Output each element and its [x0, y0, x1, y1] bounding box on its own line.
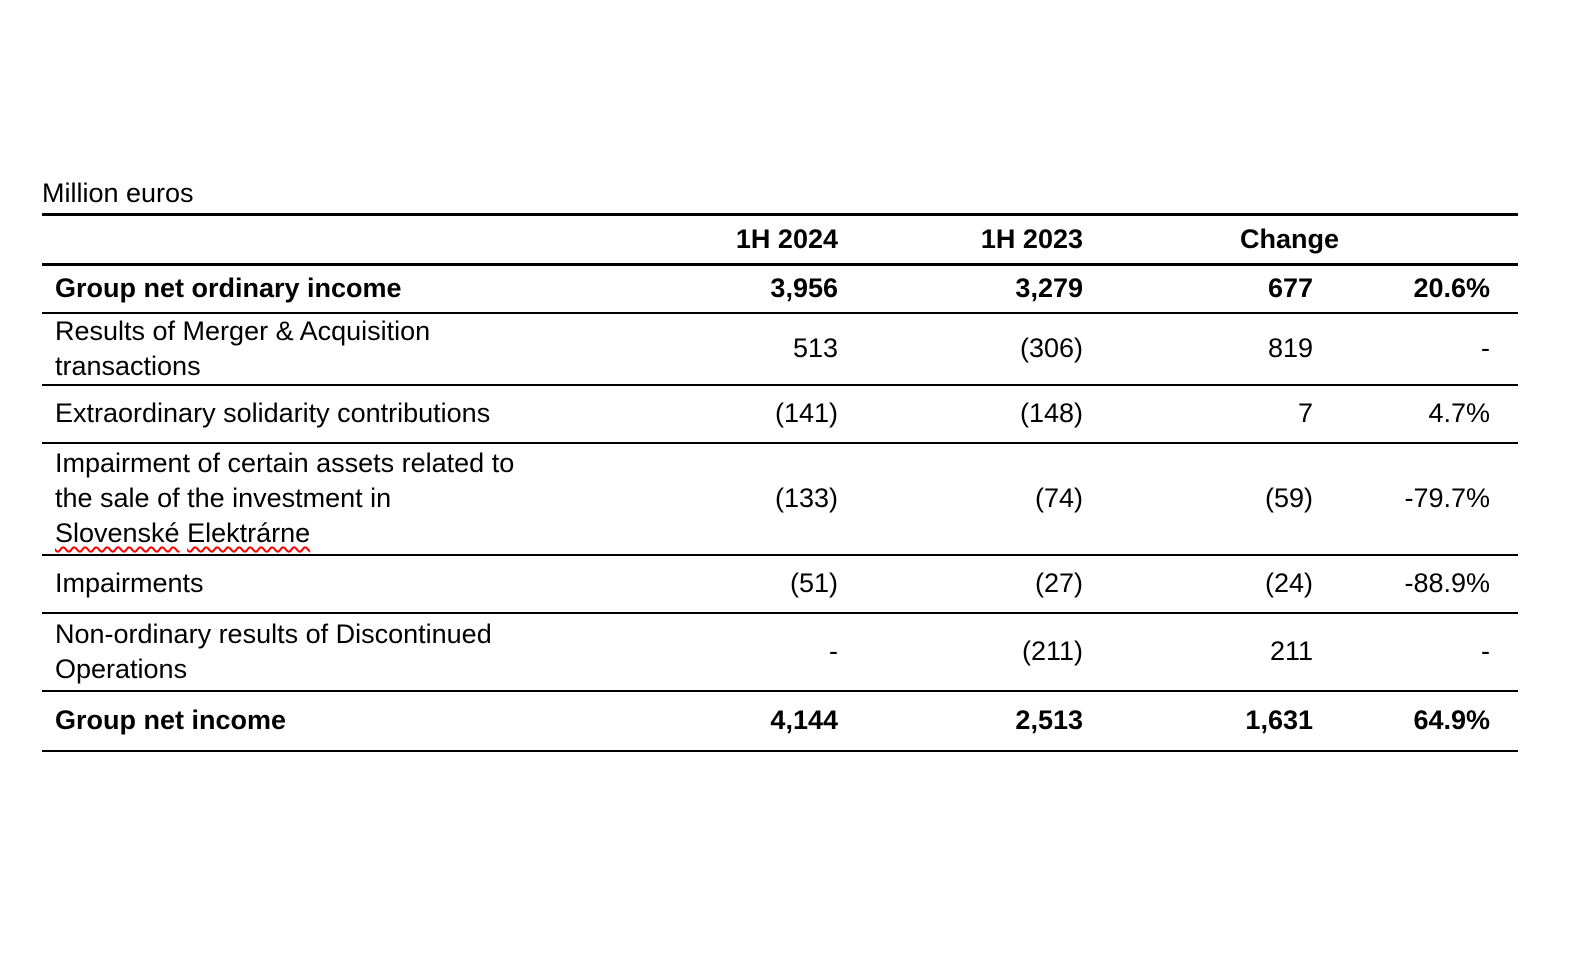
value-change-pct: -79.7% — [1404, 483, 1491, 513]
value-1h2023: (211) — [1021, 636, 1083, 666]
row-label: Extraordinary solidarity contributions — [55, 398, 491, 428]
value-change-pct: 4.7% — [1428, 398, 1491, 428]
value-1h2024: (141) — [774, 398, 838, 428]
col-header-change: Change — [1240, 224, 1340, 254]
label-line: Operations — [55, 653, 188, 684]
value-change-pct: -88.9% — [1404, 568, 1491, 598]
financial-results-table-section: Million euros 1H 2024 1H 2023 Change Gro… — [42, 176, 1519, 752]
table-row: Impairment of certain assets related to … — [42, 443, 1519, 555]
value-change-pct: 20.6% — [1413, 273, 1491, 304]
value-1h2024: (51) — [789, 568, 838, 598]
value-1h2023: (74) — [1034, 483, 1083, 513]
label-line: Results of Merger & Acquisition — [55, 315, 431, 346]
value-change-abs: 677 — [1267, 273, 1313, 304]
row-label: Non-ordinary results of Discontinued Ope… — [42, 613, 624, 691]
value-1h2024: 3,956 — [770, 273, 838, 304]
value-1h2024: (133) — [774, 483, 838, 513]
header-row: 1H 2024 1H 2023 Change — [42, 215, 1519, 265]
value-1h2024: 4,144 — [770, 705, 838, 735]
value-change-pct: - — [1481, 333, 1491, 363]
table-row: Non-ordinary results of Discontinued Ope… — [42, 613, 1519, 691]
table-row: Impairments (51) (27) (24) -88.9% — [42, 555, 1519, 613]
unit-label: Million euros — [42, 178, 194, 208]
misspelled-word: Slovenské — [55, 518, 180, 548]
label-line: Non-ordinary results of Discontinued — [55, 618, 492, 649]
value-change-pct: 64.9% — [1413, 705, 1491, 735]
row-label: Results of Merger & Acquisition transact… — [42, 313, 624, 385]
col-header-1h2024: 1H 2024 — [735, 224, 838, 254]
value-1h2024: - — [829, 636, 838, 666]
col-header-empty — [42, 215, 624, 265]
value-change-abs: 819 — [1267, 333, 1313, 363]
label-line: Impairment of certain assets related to — [55, 448, 515, 478]
col-header-1h2023: 1H 2023 — [980, 224, 1083, 254]
value-change-abs: (24) — [1264, 568, 1313, 598]
row-label: Impairment of certain assets related to … — [42, 443, 624, 555]
table-row: Group net ordinary income 3,956 3,279 67… — [42, 265, 1519, 313]
value-change-pct: - — [1481, 636, 1491, 666]
value-change-abs: 211 — [1269, 636, 1313, 666]
value-1h2023: 3,279 — [1015, 273, 1083, 304]
table-row: Results of Merger & Acquisition transact… — [42, 313, 1519, 385]
value-1h2023: (27) — [1034, 568, 1083, 598]
financial-table: 1H 2024 1H 2023 Change Group net ordinar… — [42, 213, 1519, 752]
label-line: the sale of the investment in — [55, 483, 392, 513]
misspelled-word: Elektrárne — [187, 518, 311, 548]
value-1h2024: 513 — [792, 333, 838, 363]
row-label: Impairments — [55, 568, 204, 598]
value-change-abs: 7 — [1297, 398, 1313, 428]
row-label: Group net ordinary income — [55, 273, 402, 304]
value-change-abs: 1,631 — [1245, 705, 1313, 735]
value-1h2023: 2,513 — [1015, 705, 1083, 735]
value-1h2023: (148) — [1019, 398, 1083, 428]
label-line: transactions — [55, 350, 201, 381]
value-1h2023: (306) — [1019, 333, 1083, 363]
table-row: Group net income 4,144 2,513 1,631 64.9% — [42, 691, 1519, 751]
row-label: Group net income — [55, 705, 287, 735]
value-change-abs: (59) — [1264, 483, 1313, 513]
table-row: Extraordinary solidarity contributions (… — [42, 385, 1519, 443]
